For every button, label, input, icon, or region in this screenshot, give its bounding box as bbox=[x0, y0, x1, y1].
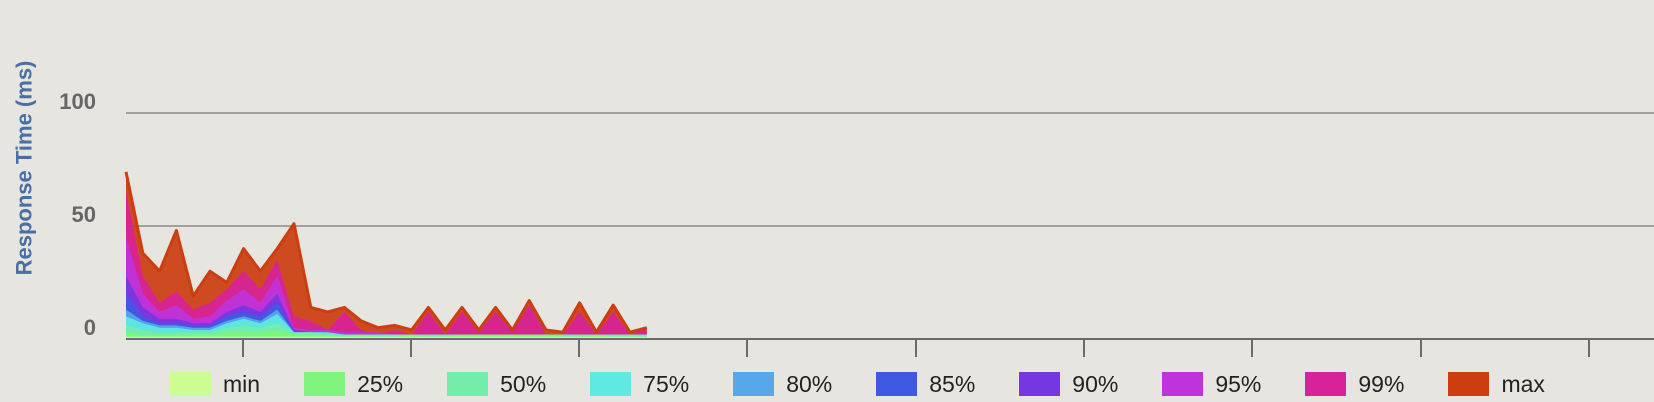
legend-label-90%: 90% bbox=[1072, 370, 1119, 397]
legend-swatch-80% bbox=[733, 372, 775, 396]
legend-swatch-25% bbox=[304, 372, 346, 396]
legend-label-99%: 99% bbox=[1358, 370, 1405, 397]
legend-item-99%[interactable]: 99% bbox=[1305, 371, 1448, 398]
legend: min 25% 50% 75% 80% 85% 90% 95% 99% max bbox=[170, 370, 1589, 398]
legend-swatch-max bbox=[1448, 372, 1490, 396]
line-max bbox=[124, 171, 648, 334]
legend-label-50%: 50% bbox=[500, 370, 547, 397]
legend-swatch-99% bbox=[1305, 372, 1347, 396]
legend-label-max: max bbox=[1501, 370, 1545, 397]
legend-label-80%: 80% bbox=[786, 370, 833, 397]
legend-item-90%[interactable]: 90% bbox=[1019, 371, 1162, 398]
legend-item-25%[interactable]: 25% bbox=[304, 371, 447, 398]
legend-item-max[interactable]: max bbox=[1448, 371, 1588, 398]
legend-item-85%[interactable]: 85% bbox=[876, 371, 1019, 398]
axes bbox=[126, 338, 1654, 357]
tick-labels: 0 50 100 bbox=[59, 89, 96, 340]
legend-item-75%[interactable]: 75% bbox=[590, 371, 733, 398]
legend-swatch-85% bbox=[876, 372, 918, 396]
legend-swatch-50% bbox=[447, 372, 489, 396]
legend-swatch-90% bbox=[1019, 372, 1061, 396]
legend-item-80%[interactable]: 80% bbox=[733, 371, 876, 398]
legend-item-50%[interactable]: 50% bbox=[447, 371, 590, 398]
legend-swatch-75% bbox=[590, 372, 632, 396]
y-tick-label-0: 0 bbox=[84, 315, 96, 340]
y-tick-label-100: 100 bbox=[59, 89, 96, 114]
y-axis-label: Response Time (ms) bbox=[10, 60, 36, 276]
grid-lines bbox=[126, 112, 1654, 227]
legend-swatch-95% bbox=[1162, 372, 1204, 396]
legend-label-95%: 95% bbox=[1215, 370, 1262, 397]
legend-label-25%: 25% bbox=[357, 370, 404, 397]
legend-label-75%: 75% bbox=[643, 370, 690, 397]
legend-item-min[interactable]: min bbox=[170, 371, 304, 398]
legend-swatch-min bbox=[170, 372, 211, 396]
legend-label-85%: 85% bbox=[929, 370, 976, 397]
legend-item-95%[interactable]: 95% bbox=[1162, 371, 1305, 398]
area-99% bbox=[126, 192, 647, 339]
y-tick-label-50: 50 bbox=[72, 202, 96, 227]
series-areas bbox=[124, 171, 648, 339]
legend-label-min: min bbox=[223, 370, 261, 397]
